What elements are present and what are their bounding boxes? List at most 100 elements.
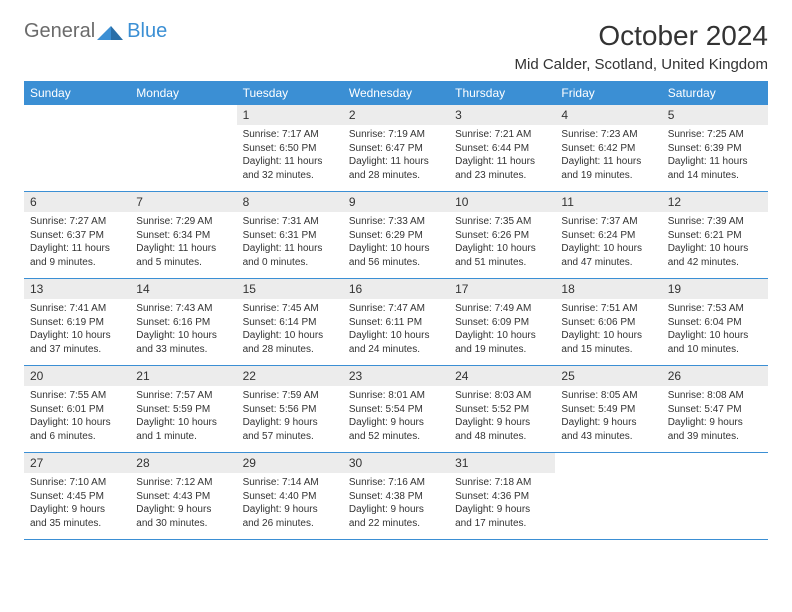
location: Mid Calder, Scotland, United Kingdom [515,56,768,73]
daylight-text: Daylight: 9 hours and 48 minutes. [455,416,549,443]
day-content: Sunrise: 7:59 AMSunset: 5:56 PMDaylight:… [237,386,343,446]
day-cell: 25Sunrise: 8:05 AMSunset: 5:49 PMDayligh… [555,366,661,452]
sunrise-text: Sunrise: 7:19 AM [349,128,443,142]
day-number: 24 [449,366,555,386]
sunrise-text: Sunrise: 7:37 AM [561,215,655,229]
day-number: 14 [130,279,236,299]
day-number: 28 [130,453,236,473]
sunrise-text: Sunrise: 7:47 AM [349,302,443,316]
day-number: 5 [662,105,768,125]
day-number: 3 [449,105,555,125]
daylight-text: Daylight: 9 hours and 30 minutes. [136,503,230,530]
day-cell: 9Sunrise: 7:33 AMSunset: 6:29 PMDaylight… [343,192,449,278]
day-number: 15 [237,279,343,299]
sunset-text: Sunset: 6:44 PM [455,142,549,156]
sunrise-text: Sunrise: 7:53 AM [668,302,762,316]
sunset-text: Sunset: 4:36 PM [455,490,549,504]
day-number: 26 [662,366,768,386]
day-number: 6 [24,192,130,212]
day-content: Sunrise: 7:49 AMSunset: 6:09 PMDaylight:… [449,299,555,359]
day-cell: 11Sunrise: 7:37 AMSunset: 6:24 PMDayligh… [555,192,661,278]
daylight-text: Daylight: 11 hours and 14 minutes. [668,155,762,182]
sunset-text: Sunset: 4:43 PM [136,490,230,504]
sunset-text: Sunset: 5:49 PM [561,403,655,417]
day-number: 22 [237,366,343,386]
month-title: October 2024 [515,20,768,52]
day-number: 13 [24,279,130,299]
day-content: Sunrise: 7:51 AMSunset: 6:06 PMDaylight:… [555,299,661,359]
sunrise-text: Sunrise: 7:49 AM [455,302,549,316]
sunset-text: Sunset: 6:01 PM [30,403,124,417]
sunset-text: Sunset: 6:16 PM [136,316,230,330]
daylight-text: Daylight: 9 hours and 17 minutes. [455,503,549,530]
week-row: 1Sunrise: 7:17 AMSunset: 6:50 PMDaylight… [24,104,768,192]
sunset-text: Sunset: 6:26 PM [455,229,549,243]
day-content: Sunrise: 7:37 AMSunset: 6:24 PMDaylight:… [555,212,661,272]
weekday-cell: Thursday [449,82,555,104]
daylight-text: Daylight: 10 hours and 37 minutes. [30,329,124,356]
day-content: Sunrise: 7:47 AMSunset: 6:11 PMDaylight:… [343,299,449,359]
sunrise-text: Sunrise: 7:45 AM [243,302,337,316]
day-number: 23 [343,366,449,386]
day-cell: 4Sunrise: 7:23 AMSunset: 6:42 PMDaylight… [555,105,661,191]
day-number: 18 [555,279,661,299]
page-header: General Blue October 2024 Mid Calder, Sc… [24,20,768,73]
day-content: Sunrise: 7:29 AMSunset: 6:34 PMDaylight:… [130,212,236,272]
day-number: 17 [449,279,555,299]
sunset-text: Sunset: 6:50 PM [243,142,337,156]
sunrise-text: Sunrise: 7:31 AM [243,215,337,229]
day-content: Sunrise: 7:18 AMSunset: 4:36 PMDaylight:… [449,473,555,533]
sunrise-text: Sunrise: 7:17 AM [243,128,337,142]
day-content: Sunrise: 8:05 AMSunset: 5:49 PMDaylight:… [555,386,661,446]
day-number: 27 [24,453,130,473]
sunset-text: Sunset: 6:29 PM [349,229,443,243]
sunset-text: Sunset: 5:59 PM [136,403,230,417]
day-content: Sunrise: 7:57 AMSunset: 5:59 PMDaylight:… [130,386,236,446]
logo-text-blue: Blue [127,20,167,43]
sunset-text: Sunset: 6:09 PM [455,316,549,330]
day-cell: 13Sunrise: 7:41 AMSunset: 6:19 PMDayligh… [24,279,130,365]
day-content: Sunrise: 7:41 AMSunset: 6:19 PMDaylight:… [24,299,130,359]
sunset-text: Sunset: 5:54 PM [349,403,443,417]
empty-day-cell [555,453,661,539]
empty-day-cell [662,453,768,539]
day-cell: 18Sunrise: 7:51 AMSunset: 6:06 PMDayligh… [555,279,661,365]
sunrise-text: Sunrise: 7:39 AM [668,215,762,229]
day-cell: 20Sunrise: 7:55 AMSunset: 6:01 PMDayligh… [24,366,130,452]
daylight-text: Daylight: 11 hours and 9 minutes. [30,242,124,269]
sunrise-text: Sunrise: 7:35 AM [455,215,549,229]
sunset-text: Sunset: 6:34 PM [136,229,230,243]
day-number: 4 [555,105,661,125]
day-content: Sunrise: 7:19 AMSunset: 6:47 PMDaylight:… [343,125,449,185]
sunset-text: Sunset: 6:24 PM [561,229,655,243]
sunrise-text: Sunrise: 7:51 AM [561,302,655,316]
day-cell: 14Sunrise: 7:43 AMSunset: 6:16 PMDayligh… [130,279,236,365]
sunrise-text: Sunrise: 7:33 AM [349,215,443,229]
day-cell: 28Sunrise: 7:12 AMSunset: 4:43 PMDayligh… [130,453,236,539]
weekday-cell: Sunday [24,82,130,104]
day-cell: 21Sunrise: 7:57 AMSunset: 5:59 PMDayligh… [130,366,236,452]
sunset-text: Sunset: 5:47 PM [668,403,762,417]
day-cell: 31Sunrise: 7:18 AMSunset: 4:36 PMDayligh… [449,453,555,539]
weekday-cell: Saturday [662,82,768,104]
sunset-text: Sunset: 6:06 PM [561,316,655,330]
day-content: Sunrise: 7:21 AMSunset: 6:44 PMDaylight:… [449,125,555,185]
day-content: Sunrise: 7:14 AMSunset: 4:40 PMDaylight:… [237,473,343,533]
weekday-cell: Wednesday [343,82,449,104]
sunrise-text: Sunrise: 8:03 AM [455,389,549,403]
day-cell: 30Sunrise: 7:16 AMSunset: 4:38 PMDayligh… [343,453,449,539]
day-content: Sunrise: 7:39 AMSunset: 6:21 PMDaylight:… [662,212,768,272]
day-cell: 22Sunrise: 7:59 AMSunset: 5:56 PMDayligh… [237,366,343,452]
day-content: Sunrise: 7:25 AMSunset: 6:39 PMDaylight:… [662,125,768,185]
weekday-cell: Friday [555,82,661,104]
daylight-text: Daylight: 9 hours and 52 minutes. [349,416,443,443]
calendar: SundayMondayTuesdayWednesdayThursdayFrid… [24,81,768,540]
day-content: Sunrise: 7:27 AMSunset: 6:37 PMDaylight:… [24,212,130,272]
daylight-text: Daylight: 11 hours and 5 minutes. [136,242,230,269]
day-cell: 17Sunrise: 7:49 AMSunset: 6:09 PMDayligh… [449,279,555,365]
day-content: Sunrise: 7:45 AMSunset: 6:14 PMDaylight:… [237,299,343,359]
daylight-text: Daylight: 10 hours and 6 minutes. [30,416,124,443]
week-row: 20Sunrise: 7:55 AMSunset: 6:01 PMDayligh… [24,366,768,453]
sunset-text: Sunset: 6:11 PM [349,316,443,330]
day-content: Sunrise: 7:33 AMSunset: 6:29 PMDaylight:… [343,212,449,272]
